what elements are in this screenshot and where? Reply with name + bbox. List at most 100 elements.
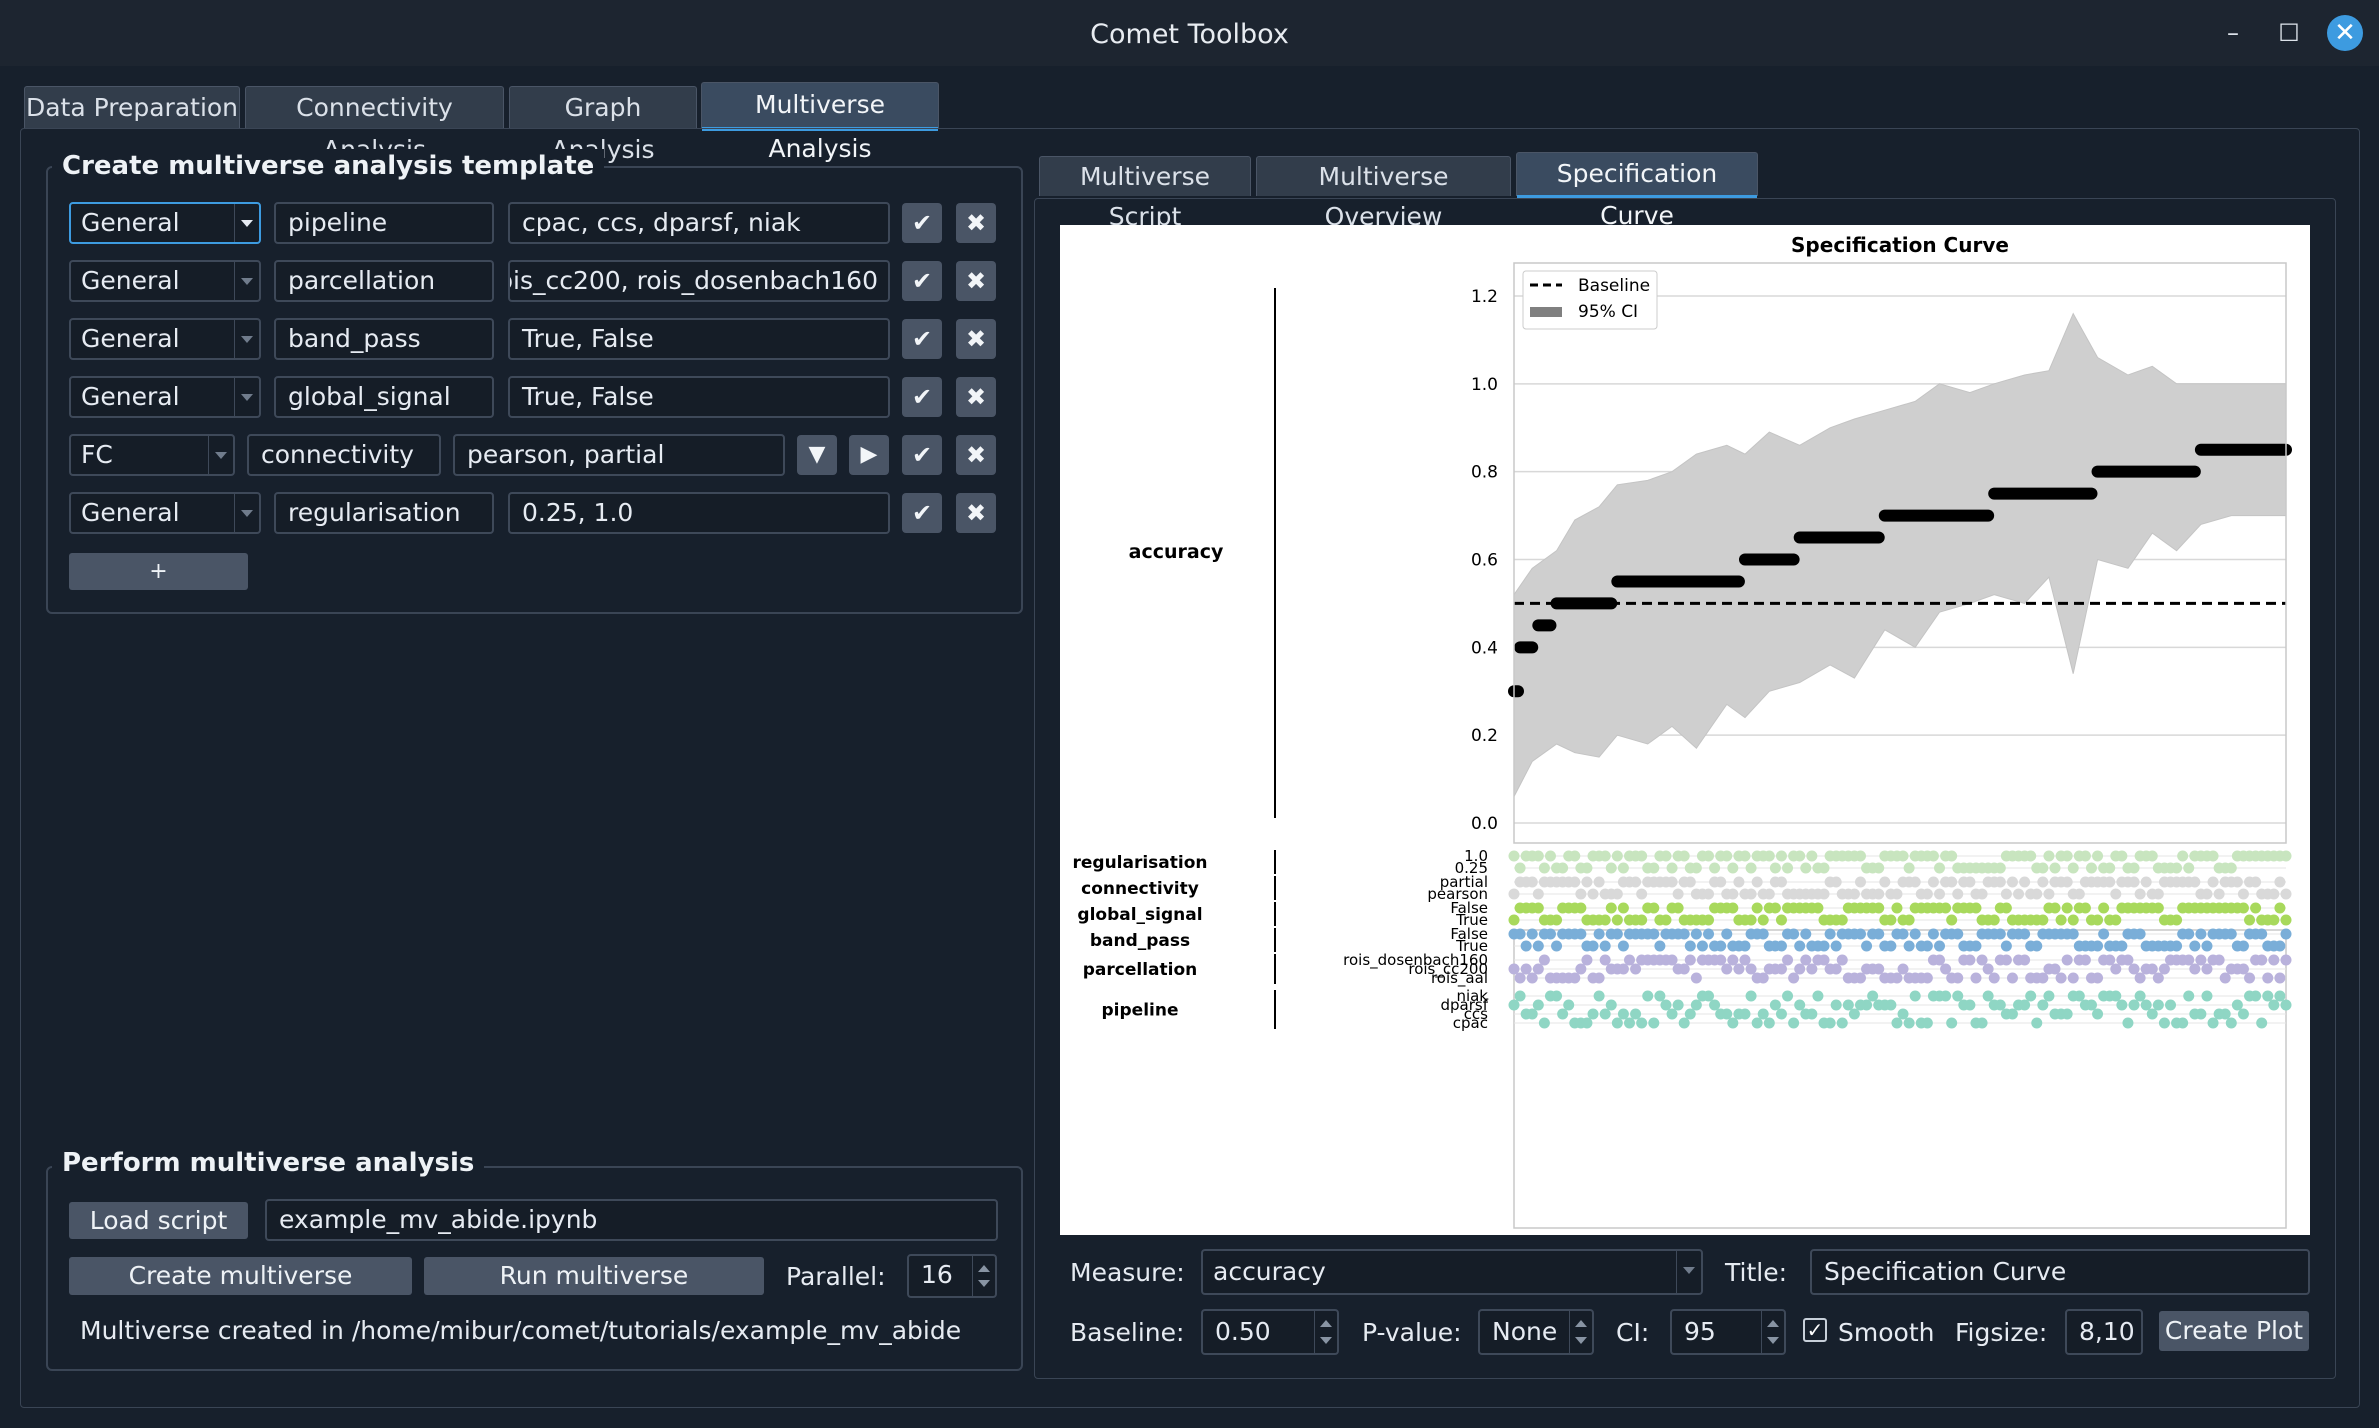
spec-dot [1885, 999, 1897, 1011]
spec-dot [2055, 914, 2067, 926]
spec-dot [1921, 940, 1933, 952]
script-file-field[interactable]: example_mv_abide.ipynb [265, 1199, 998, 1241]
spec-dot [2268, 954, 2280, 966]
row-type-select[interactable]: General [69, 376, 261, 418]
spec-dot [2025, 990, 2037, 1002]
spec-dot [1648, 902, 1660, 914]
spec-dot [1557, 1008, 1569, 1020]
delete-button[interactable]: ✖ [956, 377, 996, 417]
spec-dot [1666, 876, 1678, 888]
spec-dot [1526, 928, 1538, 940]
spec-dot [1696, 940, 1708, 952]
spec-dot [2274, 972, 2286, 984]
plot-title-field[interactable]: Specification Curve [1810, 1249, 2310, 1295]
row-options-field[interactable]: 0.25, 1.0 [508, 492, 890, 534]
parallel-spinbox[interactable]: 16 [907, 1254, 997, 1298]
row-type-select[interactable]: General [69, 260, 261, 302]
row-name-field[interactable]: connectivity [247, 434, 441, 476]
tab-specification-curve[interactable]: Specification Curve [1516, 152, 1758, 230]
chevron-down-icon [1676, 1251, 1701, 1293]
spec-dot [1672, 999, 1684, 1011]
create-plot-button[interactable]: Create Plot [2159, 1311, 2309, 1351]
row-type-select[interactable]: General [69, 492, 261, 534]
pvalue-spinbox[interactable]: None [1478, 1309, 1594, 1355]
spin-arrows-icon[interactable] [1569, 1311, 1592, 1353]
spec-dot [1775, 876, 1787, 888]
spec-option-label: 0.25 [1455, 859, 1488, 877]
spin-arrows-icon[interactable] [1761, 1311, 1784, 1353]
baseline-label: Baseline: [1070, 1318, 1185, 1347]
spec-dot [1593, 972, 1605, 984]
tab-graph-analysis[interactable]: Graph Analysis [509, 86, 697, 164]
tab-multiverse-analysis[interactable]: Multiverse Analysis [701, 82, 939, 163]
spec-dot [1946, 876, 1958, 888]
spec-dot [1903, 914, 1915, 926]
row-name-field[interactable]: band_pass [274, 318, 494, 360]
spec-dot [1903, 1017, 1915, 1029]
spec-dot [1672, 888, 1684, 900]
spec-dot [1794, 940, 1806, 952]
spec-dot [1721, 1008, 1733, 1020]
confirm-button[interactable]: ✔ [902, 435, 942, 475]
maximize-button[interactable]: ☐ [2278, 19, 2300, 47]
tab-data-preparation[interactable]: Data Preparation [24, 86, 240, 128]
expand-down-button[interactable]: ▼ [797, 435, 837, 475]
load-script-button[interactable]: Load script [69, 1202, 248, 1239]
spec-dot [1733, 876, 1745, 888]
smooth-checkbox[interactable]: ✓ [1803, 1318, 1827, 1342]
close-button[interactable]: ✕ [2327, 15, 2363, 51]
row-type-value: General [81, 498, 180, 527]
tab-multiverse-script[interactable]: Multiverse Script [1039, 156, 1251, 231]
run-multiverse-button[interactable]: Run multiverse [424, 1257, 764, 1295]
spec-dot [1982, 963, 1994, 975]
spec-dot [1605, 862, 1617, 874]
confirm-button[interactable]: ✔ [902, 203, 942, 243]
row-type-select[interactable]: General [69, 318, 261, 360]
row-type-select[interactable]: General [69, 202, 261, 244]
tab-multiverse-overview[interactable]: Multiverse Overview [1256, 156, 1511, 231]
spec-dot [2006, 972, 2018, 984]
create-multiverse-button[interactable]: Create multiverse [69, 1257, 412, 1295]
row-options-field[interactable]: cpac, ccs, dparsf, niak [508, 202, 890, 244]
spec-option-label: rois_cc200 [1408, 960, 1488, 979]
row-name-field[interactable]: global_signal [274, 376, 494, 418]
delete-button[interactable]: ✖ [956, 203, 996, 243]
smooth-label: Smooth [1838, 1318, 1935, 1347]
spec-dot [1532, 999, 1544, 1011]
delete-button[interactable]: ✖ [956, 493, 996, 533]
ci-spinbox[interactable]: 95 [1670, 1309, 1786, 1355]
row-type-select[interactable]: FC [69, 434, 235, 476]
confirm-button[interactable]: ✔ [902, 377, 942, 417]
row-name-field[interactable]: pipeline [274, 202, 494, 244]
confirm-button[interactable]: ✔ [902, 261, 942, 301]
measure-select[interactable]: accuracy [1201, 1249, 1703, 1295]
baseline-spinbox[interactable]: 0.50 [1201, 1309, 1339, 1355]
spin-arrows-icon[interactable] [1314, 1311, 1337, 1353]
delete-button[interactable]: ✖ [956, 319, 996, 359]
row-options-field[interactable]: True, False [508, 318, 890, 360]
y-tick-label: 0.8 [1471, 463, 1498, 483]
expand-right-button[interactable]: ▶ [849, 435, 889, 475]
row-options-field[interactable]: rois_cc200, rois_dosenbach160 [508, 260, 890, 302]
spec-dot [2019, 928, 2031, 940]
tab-connectivity-analysis[interactable]: Connectivity Analysis [245, 86, 504, 164]
spec-dot [2195, 928, 2207, 940]
row-options-field[interactable]: pearson, partial [453, 434, 785, 476]
spec-dot [1599, 1008, 1611, 1020]
spec-dot [1520, 963, 1532, 975]
add-row-button[interactable]: + [69, 553, 248, 590]
row-name-field[interactable]: parcellation [274, 260, 494, 302]
spec-dot [2201, 990, 2213, 1002]
row-name-field[interactable]: regularisation [274, 492, 494, 534]
figsize-field[interactable]: 8,10 [2065, 1309, 2143, 1355]
spec-dot [1934, 862, 1946, 874]
spin-arrows-icon[interactable] [972, 1256, 995, 1296]
spec-dot [2085, 862, 2097, 874]
row-options-field[interactable]: True, False [508, 376, 890, 418]
confirm-button[interactable]: ✔ [902, 493, 942, 533]
spec-dot [2128, 999, 2140, 1011]
confirm-button[interactable]: ✔ [902, 319, 942, 359]
delete-button[interactable]: ✖ [956, 435, 996, 475]
minimize-button[interactable]: – [2227, 19, 2239, 47]
delete-button[interactable]: ✖ [956, 261, 996, 301]
